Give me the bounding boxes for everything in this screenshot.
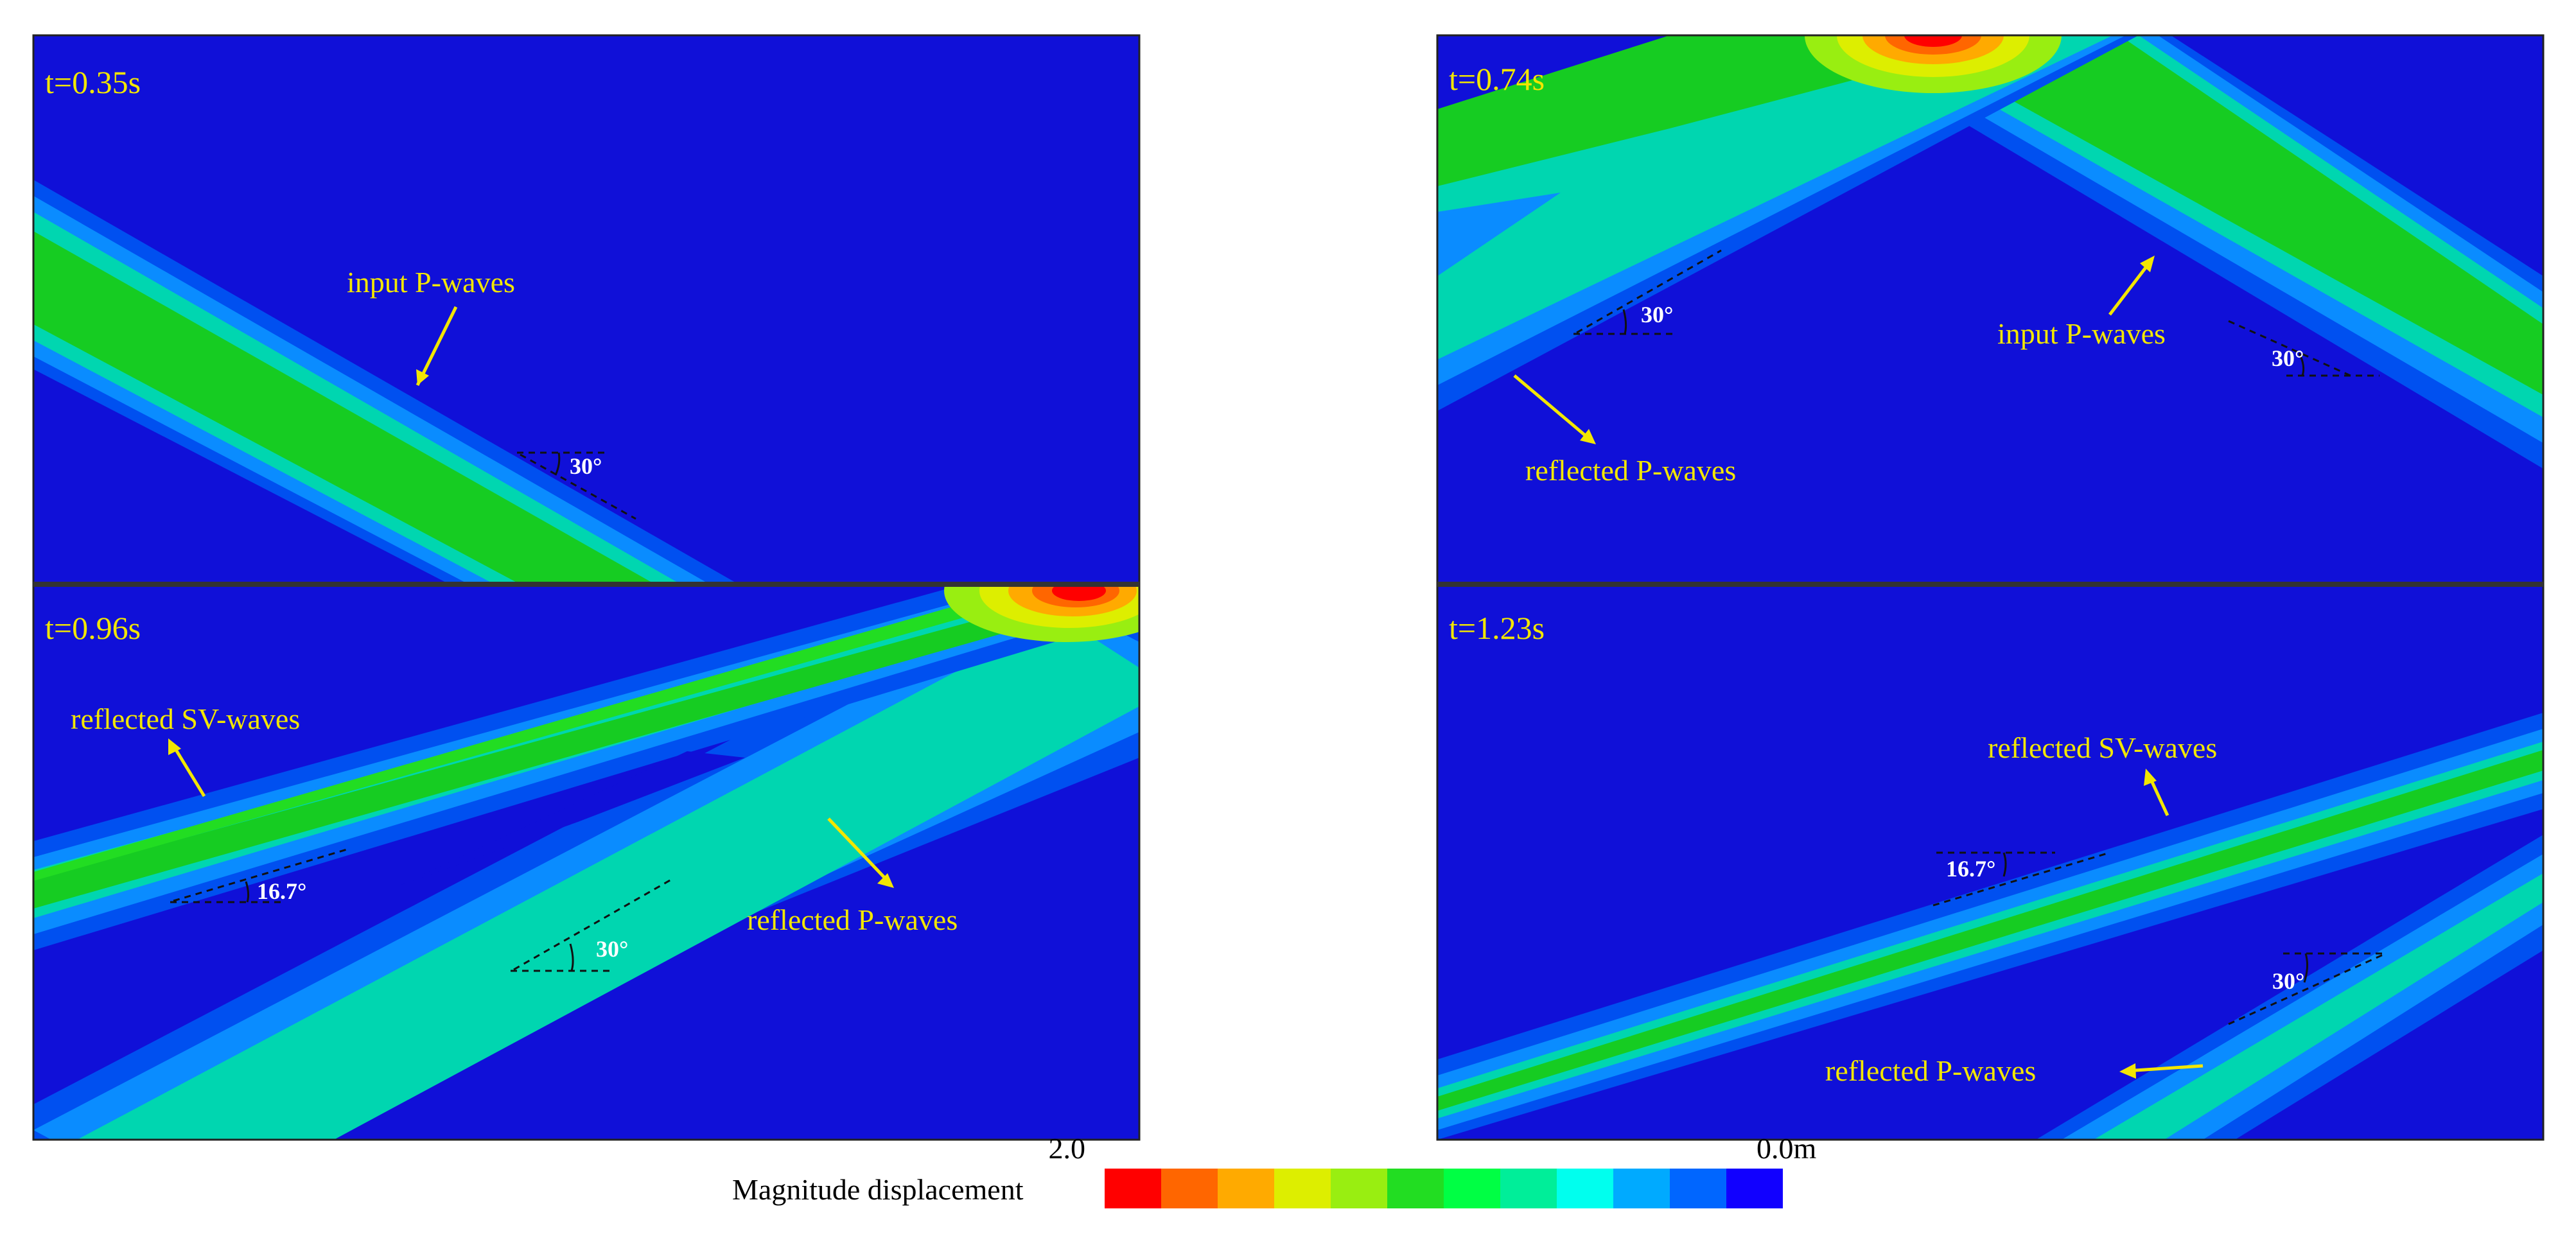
left-panels-border <box>32 34 1141 1141</box>
wave-label: reflected P-waves <box>1825 1054 2036 1087</box>
angle-line <box>2228 952 2387 1025</box>
reflected-p-wave-band <box>33 584 1139 1140</box>
legend-swatch <box>1218 1169 1274 1208</box>
wave-label: reflected SV-waves <box>71 702 300 735</box>
legend-swatch <box>1331 1169 1387 1208</box>
angle-label: 16.7° <box>257 878 306 904</box>
arrow <box>1513 374 1594 443</box>
angle-arc <box>2303 953 2309 983</box>
angle-arc <box>2298 353 2305 376</box>
time-label: t=1.23s <box>1449 610 1545 646</box>
angle-line <box>173 848 347 902</box>
legend-swatch <box>1726 1169 1783 1208</box>
time-label: t=0.96s <box>45 610 141 646</box>
color-legend: 2.0 0.0m Magnitude displacement <box>732 1132 1817 1208</box>
legend-swatch <box>1274 1169 1331 1208</box>
arrow-head <box>2140 256 2155 272</box>
time-label: t=0.74s <box>1449 61 1545 97</box>
band-gap <box>398 751 745 886</box>
arrow-head <box>2119 1063 2136 1079</box>
angle-label: 16.7° <box>1946 856 1995 882</box>
legend-max-label: 2.0 <box>1049 1132 1086 1165</box>
reflected-sv-wave-band <box>1437 713 2543 1140</box>
wave-label: reflected P-waves <box>1525 454 1736 487</box>
source-hotspot <box>1805 35 2062 93</box>
angle-label: 30° <box>1641 302 1673 327</box>
legend-swatch <box>1105 1169 1161 1208</box>
reflected-p-wave-band <box>1437 35 2139 411</box>
right-panels-border <box>1436 34 2545 1141</box>
wave-label: input P-waves <box>1997 317 2166 350</box>
legend-swatch <box>1613 1169 1670 1208</box>
angle-line <box>513 878 672 971</box>
arrow <box>170 742 206 797</box>
panel-top-left: t=0.35s input P-waves 30° <box>33 35 1139 584</box>
angle-arc <box>245 881 250 903</box>
angle-arc <box>554 452 561 476</box>
angle-label: 30° <box>596 936 628 962</box>
angle-line <box>1576 249 1722 334</box>
input-p-wave-band <box>1818 35 2543 469</box>
legend-swatch <box>1500 1169 1557 1208</box>
arrow-head <box>2144 769 2157 786</box>
arrow-head <box>416 369 429 385</box>
arrow-head <box>1580 429 1596 444</box>
arrow-head <box>168 738 181 755</box>
angle-arc <box>569 943 574 971</box>
panel-top-right: t=0.74s 30° 30° input P-waves reflected … <box>1437 35 2543 584</box>
angle-line <box>520 453 636 520</box>
angle-line <box>1932 851 2110 907</box>
angle-arc <box>2002 852 2007 877</box>
legend-title: Magnitude displacement <box>732 1173 1024 1206</box>
angle-label: 30° <box>2272 968 2304 994</box>
arrow <box>2108 259 2153 316</box>
reflected-sv-wave-band <box>33 584 1139 950</box>
arrow-head <box>877 873 894 888</box>
time-label: t=0.35s <box>45 64 141 100</box>
legend-swatch <box>1161 1169 1218 1208</box>
wave-label: input P-waves <box>347 266 515 299</box>
input-p-wave-band <box>33 180 739 584</box>
source-hotspot <box>944 584 1139 642</box>
panel-bottom-left: t=0.96s reflected SV-waves reflected P-w… <box>33 584 1139 1140</box>
legend-swatch <box>1670 1169 1726 1208</box>
legend-swatches <box>1105 1169 1783 1208</box>
wave-label: reflected P-waves <box>747 903 958 936</box>
panel-bottom-right: t=1.23s reflected SV-waves reflected P-w… <box>1437 584 2543 1140</box>
arrow <box>2125 1064 2204 1073</box>
arrow <box>827 817 891 884</box>
wave-label: reflected SV-waves <box>1988 731 2217 764</box>
legend-min-label: 0.0m <box>1757 1132 1817 1165</box>
angle-label: 30° <box>2272 345 2304 371</box>
legend-swatch <box>1557 1169 1613 1208</box>
legend-swatch <box>1387 1169 1444 1208</box>
legend-swatch <box>1444 1169 1500 1208</box>
angle-arc <box>1622 309 1627 335</box>
arrow <box>416 306 458 387</box>
angle-label: 30° <box>570 453 602 479</box>
